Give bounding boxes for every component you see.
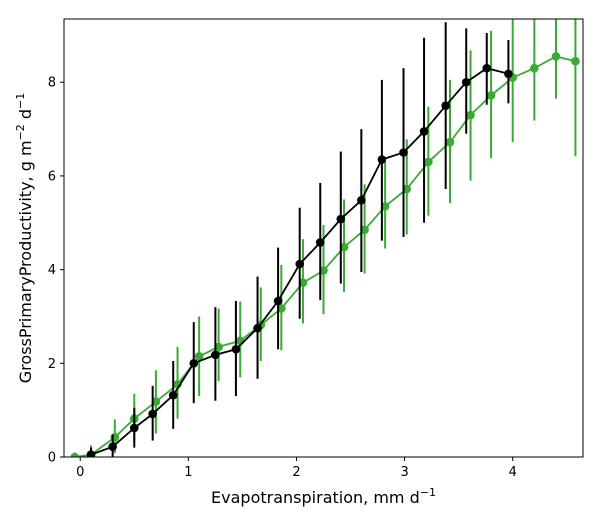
data-point <box>419 127 429 136</box>
data-point <box>486 91 496 100</box>
data-point <box>151 397 161 407</box>
data-point <box>402 184 412 194</box>
data-point <box>319 266 328 275</box>
data-point <box>441 101 450 110</box>
series-1 <box>86 22 513 457</box>
data-point <box>108 442 117 451</box>
x-tick-label: 4 <box>509 465 517 480</box>
data-point <box>504 69 513 79</box>
data-point <box>461 77 471 87</box>
data-point <box>194 351 204 361</box>
y-tick-label: 0 <box>48 451 56 466</box>
data-point <box>211 350 220 360</box>
data-point <box>277 304 286 313</box>
data-point <box>357 195 366 205</box>
y-tick-label: 8 <box>48 76 56 91</box>
data-point <box>445 137 455 147</box>
y-axis-label: GrossPrimaryProductivity, g m−2 d−1 <box>14 93 35 383</box>
x-tick-label: 3 <box>400 465 408 480</box>
data-point <box>148 409 157 419</box>
data-point <box>571 56 580 66</box>
axis-ticks: 0 1 2 3 4 0 2 4 6 8 <box>48 76 517 480</box>
data-point <box>424 157 433 167</box>
data-point <box>231 344 241 354</box>
data-point <box>214 342 223 352</box>
data-point <box>86 450 96 457</box>
data-point <box>70 452 80 457</box>
data-point <box>315 238 325 247</box>
data-point <box>380 202 390 211</box>
x-tick-label: 1 <box>184 465 192 480</box>
data-point <box>189 359 199 368</box>
data-point <box>482 63 492 73</box>
y-tick-label: 2 <box>48 357 56 372</box>
data-point <box>530 63 539 73</box>
data-point <box>295 259 305 269</box>
x-tick-label: 2 <box>292 465 300 480</box>
data-point <box>168 390 178 400</box>
data-point <box>298 278 308 288</box>
data-point <box>551 52 561 61</box>
y-tick-label: 4 <box>48 263 56 278</box>
data-point <box>466 110 475 120</box>
x-tick-label: 0 <box>76 465 84 480</box>
data-point <box>273 296 283 306</box>
data-point <box>360 225 369 235</box>
data-point <box>399 148 408 157</box>
data-point <box>336 214 346 224</box>
data-point <box>129 423 139 433</box>
data-point <box>377 155 387 164</box>
plot-area <box>70 19 580 457</box>
axes-frame <box>63 18 584 458</box>
y-tick-label: 6 <box>48 169 56 184</box>
x-axis-label: Evapotranspiration, mm d−1 <box>211 486 436 507</box>
data-point <box>339 242 349 252</box>
data-point <box>253 323 262 333</box>
